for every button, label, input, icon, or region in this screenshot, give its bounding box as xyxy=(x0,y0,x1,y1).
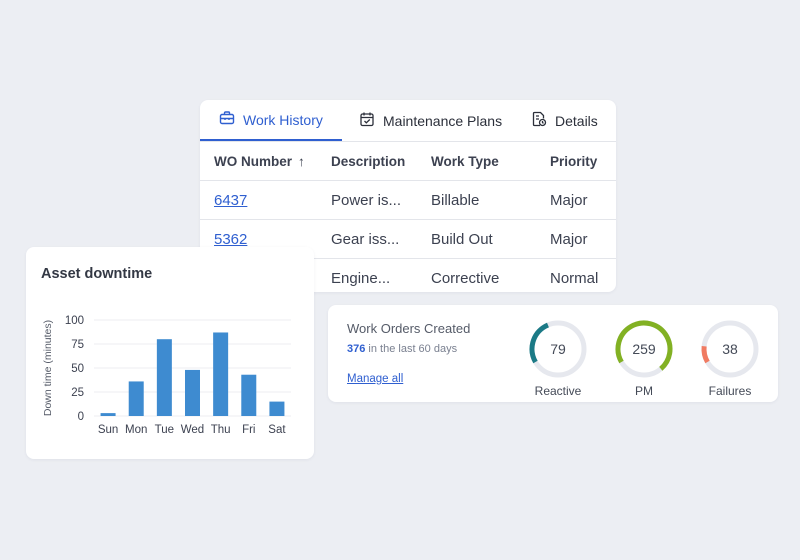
tab-label: Work History xyxy=(243,111,323,128)
y-tick-label: 50 xyxy=(71,363,84,375)
document-clock-icon xyxy=(531,111,547,130)
y-axis-label: Down time (minutes) xyxy=(42,320,54,416)
x-tick-label: Thu xyxy=(211,424,231,436)
work-type-cell: Corrective xyxy=(431,269,500,287)
gauge-label: Failures xyxy=(708,384,752,398)
bar xyxy=(213,332,229,416)
bar xyxy=(128,381,144,416)
gauge-value: 79 xyxy=(550,341,566,357)
tab-work-history[interactable]: Work History xyxy=(200,100,342,141)
wo-number-link[interactable]: 5362 xyxy=(214,230,248,248)
gauge-arc xyxy=(615,320,673,378)
tab-maintenance-plans[interactable]: Maintenance Plans xyxy=(342,100,513,141)
column-header-priority[interactable]: Priority xyxy=(550,142,616,181)
table-row[interactable]: 6437 Power is... Billable Major xyxy=(200,180,616,220)
y-tick-label: 25 xyxy=(71,387,84,399)
tab-bar: Work History Maintenance Plans xyxy=(200,100,616,142)
column-header-description[interactable]: Description xyxy=(331,142,431,181)
gauge-value: 259 xyxy=(632,341,656,357)
downtime-bar-chart: 0 25 50 75 100 Down time (minutes) Sun Mon Tue We… xyxy=(42,315,291,436)
x-tick-label: Sun xyxy=(98,424,118,436)
bar xyxy=(269,401,285,416)
y-tick-label: 75 xyxy=(71,339,84,351)
table-header-row: WO Number ↑ Description Work Type Priorit… xyxy=(200,142,616,181)
column-header-wo-number[interactable]: WO Number ↑ xyxy=(200,142,331,181)
gauge-failures: 38 Failures xyxy=(700,319,760,398)
card-title: Work Orders Created xyxy=(347,321,471,336)
y-tick-label: 100 xyxy=(65,315,84,327)
gauge-value: 38 xyxy=(722,341,738,357)
priority-cell: Normal xyxy=(550,269,599,287)
tab-details[interactable]: Details xyxy=(513,100,598,141)
arrow-up-icon[interactable]: ↑ xyxy=(298,153,305,169)
column-header-work-type[interactable]: Work Type xyxy=(431,142,550,181)
card-title: Asset downtime xyxy=(41,266,153,282)
tab-label: Maintenance Plans xyxy=(383,112,503,129)
gauge-arc xyxy=(529,320,587,378)
x-tick-label: Sat xyxy=(268,424,286,436)
calendar-check-icon xyxy=(359,111,375,130)
gauge-pm: 259 PM xyxy=(614,319,674,398)
bar xyxy=(185,369,200,416)
work-type-cell: Build Out xyxy=(431,219,550,259)
x-tick-label: Tue xyxy=(155,424,174,436)
description-cell: Gear iss... xyxy=(331,219,431,259)
orders-summary: 376 in the last 60 days xyxy=(347,343,457,355)
asset-downtime-card: Asset downtime 0 25 50 75 100 Down time (minu… xyxy=(26,247,314,459)
y-tick-label: 0 xyxy=(78,411,84,423)
gauge-arc xyxy=(701,320,759,378)
description-cell: Engine... xyxy=(331,269,391,287)
gauge-label: PM xyxy=(635,384,653,398)
description-cell: Power is... xyxy=(331,180,431,220)
priority-cell: Major xyxy=(550,219,616,259)
x-tick-label: Fri xyxy=(242,424,255,436)
bar xyxy=(100,413,116,416)
gauge-ring xyxy=(529,320,587,378)
tab-label: Details xyxy=(555,112,598,129)
gauge-ring xyxy=(701,320,759,378)
gauge-label: Reactive xyxy=(534,384,582,398)
orders-count: 376 xyxy=(347,343,366,355)
gauge-reactive: 79 Reactive xyxy=(528,319,588,398)
manage-all-link[interactable]: Manage all xyxy=(347,373,404,385)
work-orders-created-card: Work Orders Created 376 in the last 60 d… xyxy=(328,305,778,402)
bar xyxy=(156,339,172,416)
gauge-ring xyxy=(615,320,673,378)
x-tick-label: Wed xyxy=(181,424,204,436)
orders-period: in the last 60 days xyxy=(365,343,458,355)
x-tick-label: Mon xyxy=(125,424,147,436)
bar xyxy=(241,374,257,416)
work-type-cell: Billable xyxy=(431,180,550,220)
wo-number-link[interactable]: 6437 xyxy=(214,191,248,209)
toolbox-icon xyxy=(219,110,235,129)
priority-cell: Major xyxy=(550,180,616,220)
